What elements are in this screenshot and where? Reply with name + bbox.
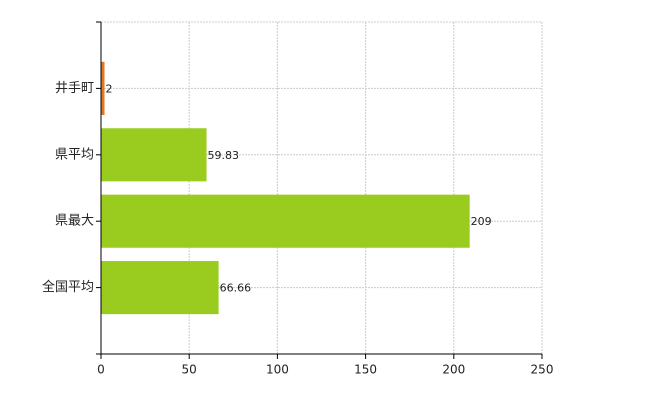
bar [101,61,105,115]
y-tick-label: 全国平均 [42,279,94,295]
value-label: 209 [471,215,492,228]
x-tick-label: 200 [442,363,465,377]
y-tick-label: 井手町 [55,81,94,96]
x-tick-label: 100 [266,363,289,377]
x-tick-label: 250 [531,363,554,377]
x-tick-label: 50 [182,363,197,377]
bar [101,194,470,248]
value-label: 2 [106,82,113,95]
y-tick-label: 県最大 [55,214,94,229]
value-label: 59.83 [208,149,240,162]
bar [101,261,219,315]
y-tick-label: 県平均 [55,147,94,162]
value-label: 66.66 [220,282,252,295]
x-tick-label: 0 [97,363,105,377]
x-tick-label: 150 [354,363,377,377]
bar [101,128,207,182]
